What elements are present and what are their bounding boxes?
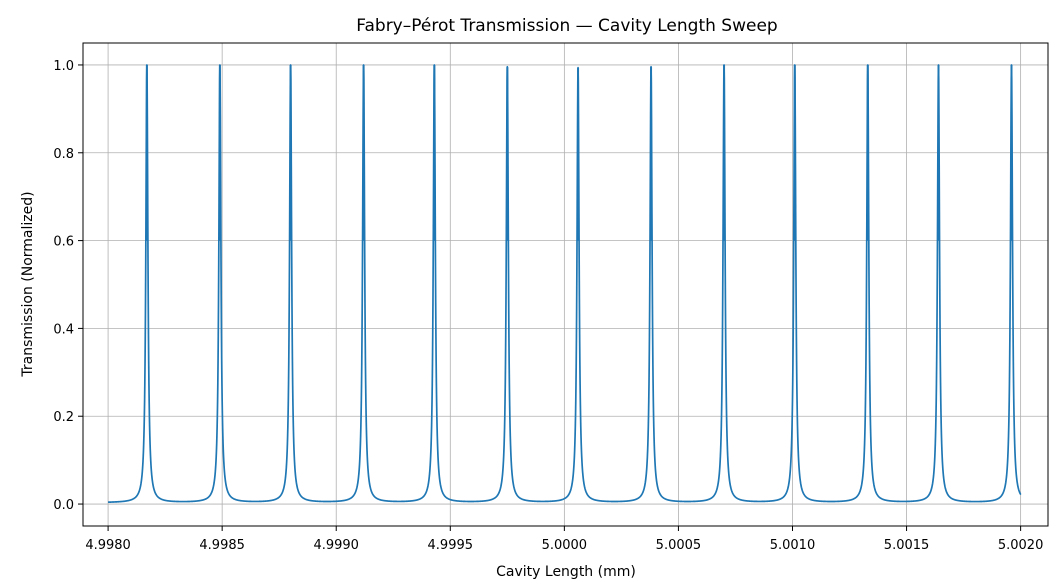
x-tick-label: 5.0005 — [656, 538, 702, 553]
x-tick-label: 4.9990 — [313, 538, 359, 553]
x-axis-label: Cavity Length (mm) — [496, 564, 636, 580]
chart-title: Fabry–Pérot Transmission — Cavity Length… — [356, 16, 777, 36]
x-tick-label: 5.0010 — [770, 538, 816, 553]
y-tick-label: 1.0 — [53, 59, 74, 74]
grid — [83, 43, 1048, 526]
x-tick-label: 5.0015 — [884, 538, 930, 553]
y-tick-label: 0.2 — [53, 410, 74, 425]
x-tick-label: 4.9980 — [85, 538, 131, 553]
x-tick-label: 4.9985 — [199, 538, 245, 553]
y-tick-label: 0.8 — [53, 147, 74, 162]
x-tick-label: 4.9995 — [428, 538, 474, 553]
y-axis-label: Transmission (Normalized) — [20, 191, 36, 377]
x-tick-label: 5.0020 — [998, 538, 1044, 553]
series-group — [107, 64, 1022, 504]
y-axis: 0.0 0.2 0.4 0.6 0.8 1.0 — [53, 59, 83, 513]
y-tick-label: 0.6 — [53, 235, 74, 250]
plot-frame — [82, 42, 1049, 527]
y-tick-label: 0.4 — [53, 322, 74, 337]
y-tick-label: 0.0 — [53, 498, 74, 513]
x-axis: 4.9980 4.9985 4.9990 4.9995 5.0000 5.0005 5.00… — [85, 526, 1043, 553]
x-tick-label: 5.0000 — [542, 538, 588, 553]
